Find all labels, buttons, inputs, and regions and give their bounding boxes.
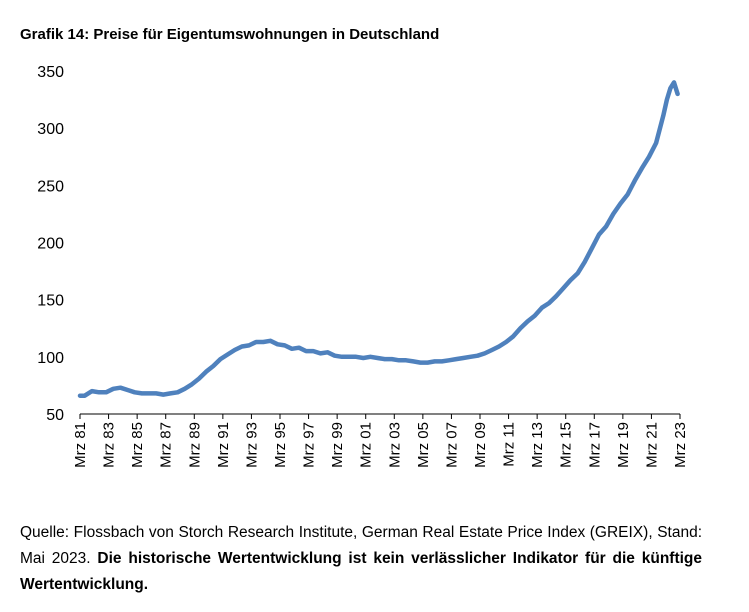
chart-title: Grafik 14: Preise für Eigentumswohnungen… bbox=[20, 26, 440, 43]
x-tick-label: Mrz 91 bbox=[215, 422, 232, 468]
y-tick-label: 300 bbox=[37, 121, 64, 138]
x-tick-label: Mrz 09 bbox=[472, 422, 489, 468]
price-index-line bbox=[77, 80, 680, 398]
source-text: Quelle: Flossbach von Storch Research In… bbox=[20, 524, 702, 567]
x-tick-label: Mrz 07 bbox=[443, 422, 460, 468]
x-tick-label: Mrz 95 bbox=[272, 422, 289, 468]
y-tick-label: 50 bbox=[46, 407, 64, 424]
y-tick-label: 350 bbox=[37, 64, 64, 81]
y-tick-label: 200 bbox=[37, 236, 64, 253]
disclaimer-text: Die historische Wertentwicklung ist kein… bbox=[20, 550, 703, 593]
x-tick-label: Mrz 23 bbox=[672, 422, 689, 468]
x-tick-label: Mrz 87 bbox=[158, 422, 175, 468]
x-tick-label: Mrz 83 bbox=[101, 422, 118, 468]
x-axis-ticks: Mrz 81 Mrz 83 Mrz 85 Mrz 87 Mrz 89 Mrz 91 Mrz … bbox=[72, 414, 689, 468]
x-tick-label: Mrz 11 bbox=[501, 422, 518, 467]
x-tick-label: Mrz 17 bbox=[586, 422, 603, 468]
x-tick-label: Mrz 15 bbox=[558, 422, 575, 468]
y-tick-label: 150 bbox=[37, 293, 64, 310]
x-tick-label: Mrz 89 bbox=[186, 422, 203, 468]
x-tick-label: Mrz 05 bbox=[415, 422, 432, 468]
y-tick-label: 100 bbox=[37, 350, 64, 367]
x-tick-label: Mrz 01 bbox=[358, 422, 375, 468]
x-tick-label: Mrz 21 bbox=[643, 422, 660, 468]
x-tick-label: Mrz 93 bbox=[243, 422, 260, 468]
x-tick-label: Mrz 19 bbox=[615, 422, 632, 468]
x-tick-label: Mrz 13 bbox=[529, 422, 546, 468]
y-axis-ticks: 50 100 150 200 250 300 350 bbox=[37, 64, 64, 424]
x-tick-label: Mrz 97 bbox=[301, 422, 318, 468]
x-tick-label: Mrz 85 bbox=[129, 422, 146, 468]
y-tick-label: 250 bbox=[37, 178, 64, 195]
source-note: Quelle: Flossbach von Storch Research In… bbox=[20, 520, 702, 598]
x-tick-label: Mrz 81 bbox=[72, 422, 89, 468]
x-tick-label: Mrz 99 bbox=[329, 422, 346, 468]
x-tick-label: Mrz 03 bbox=[386, 422, 403, 468]
